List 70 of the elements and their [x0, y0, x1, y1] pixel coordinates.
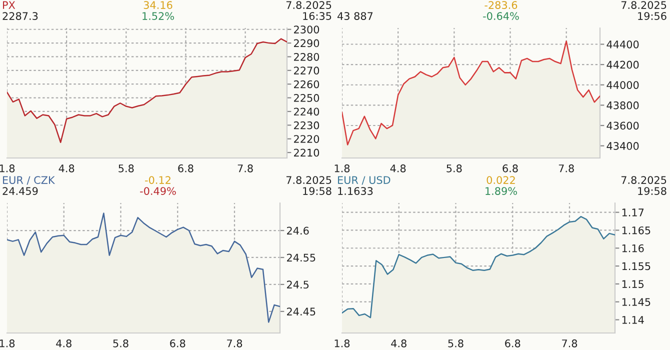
text: 16:35 — [303, 12, 332, 20]
y-tick-label: 1.17 — [622, 208, 644, 216]
x-tick-label: 7.8 — [562, 339, 578, 348]
y-tick-label: 2270 — [294, 66, 320, 75]
y-tick-label: 2290 — [294, 39, 320, 48]
text: 34.16 — [144, 1, 172, 9]
text: 7.8.2025 — [286, 176, 332, 184]
text: 1.89% — [486, 187, 517, 195]
y-tick-label: 43600 — [606, 122, 639, 130]
text: -0.64% — [483, 12, 519, 20]
x-tick-label: 1.8 — [334, 164, 350, 172]
text: -0.12 — [145, 176, 170, 184]
text: 7.8.2025 — [286, 1, 332, 9]
text: 7.8.2025 — [621, 1, 666, 9]
text: 1.1633 — [338, 187, 373, 195]
y-tick-label: 44400 — [606, 40, 639, 48]
chart-title: PX — [3, 1, 16, 9]
y-tick-label: 24.45 — [287, 308, 316, 316]
y-tick-label: 43800 — [606, 101, 639, 110]
y-tick-label: 2250 — [294, 94, 320, 102]
text: 1.52% — [142, 12, 174, 20]
y-tick-label: 43400 — [606, 142, 639, 150]
x-tick-label: 5.8 — [448, 339, 464, 348]
y-tick-label: 1.145 — [622, 298, 650, 306]
y-tick-label: 1.15 — [622, 280, 644, 288]
x-tick-label: 1.8 — [0, 164, 15, 172]
y-tick-label: 1.155 — [622, 262, 650, 270]
y-tick-label: 2280 — [294, 52, 320, 61]
text: 7.8.2025 — [621, 176, 666, 184]
y-tick-label: 2300 — [294, 26, 320, 34]
text: -283.6 — [484, 1, 518, 9]
text: 2287.3 — [2, 12, 38, 20]
x-tick-label: 7.8 — [227, 339, 242, 348]
chart-title: EUR / CZK — [3, 176, 56, 185]
y-tick-label: 2210 — [294, 148, 320, 157]
y-tick-label: 2260 — [294, 80, 320, 88]
text: 19:58 — [303, 187, 332, 195]
text: 19:58 — [638, 187, 666, 195]
x-tick-label: 5.8 — [118, 164, 134, 172]
x-tick-label: 4.8 — [391, 339, 406, 348]
text: 19:56 — [638, 12, 666, 20]
y-tick-label: 44200 — [606, 60, 639, 69]
x-tick-label: 4.8 — [56, 339, 72, 348]
chart-title: EUR / USD — [338, 176, 390, 185]
x-tick-label: 4.8 — [58, 164, 74, 172]
y-tick-label: 24.55 — [287, 254, 316, 262]
x-tick-label: 4.8 — [390, 164, 406, 172]
x-tick-label: 6.8 — [505, 339, 520, 348]
text: -0.49% — [140, 187, 176, 195]
x-tick-label: 1.8 — [334, 339, 350, 348]
x-tick-label: 1.8 — [0, 339, 15, 348]
y-tick-label: 2220 — [294, 135, 320, 143]
text: 24.459 — [2, 187, 38, 195]
y-tick-label: 1.165 — [622, 226, 650, 234]
text: 0.022 — [486, 176, 515, 184]
y-tick-label: 44000 — [606, 81, 639, 89]
y-tick-label: 24.5 — [287, 280, 309, 289]
y-tick-label: 24.6 — [287, 226, 309, 235]
x-tick-label: 5.8 — [446, 164, 462, 172]
text: 43 887 — [338, 12, 373, 20]
y-tick-label: 1.14 — [622, 316, 644, 324]
y-tick-label: 2230 — [294, 121, 320, 130]
x-tick-label: 5.8 — [113, 339, 128, 348]
y-tick-label: 1.16 — [622, 244, 644, 252]
x-tick-label: 6.8 — [170, 339, 186, 348]
y-tick-label: 2240 — [294, 108, 320, 116]
x-tick-label: 7.8 — [558, 164, 574, 172]
x-tick-label: 6.8 — [502, 164, 518, 172]
x-tick-label: 6.8 — [178, 164, 194, 172]
x-tick-label: 7.8 — [238, 164, 253, 172]
